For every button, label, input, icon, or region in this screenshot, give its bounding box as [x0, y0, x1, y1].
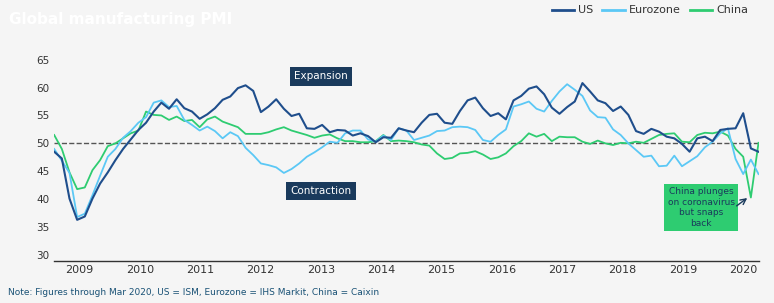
Text: China plunges
on coronavirus
but snaps
back: China plunges on coronavirus but snaps b… — [668, 188, 735, 228]
Text: Contraction: Contraction — [290, 186, 351, 196]
Text: Global manufacturing PMI: Global manufacturing PMI — [9, 12, 232, 27]
Legend: US, Eurozone, China: US, Eurozone, China — [547, 1, 753, 20]
Text: Expansion: Expansion — [294, 72, 348, 82]
Text: Note: Figures through Mar 2020, US = ISM, Eurozone = IHS Markit, China = Caixin: Note: Figures through Mar 2020, US = ISM… — [8, 288, 378, 297]
